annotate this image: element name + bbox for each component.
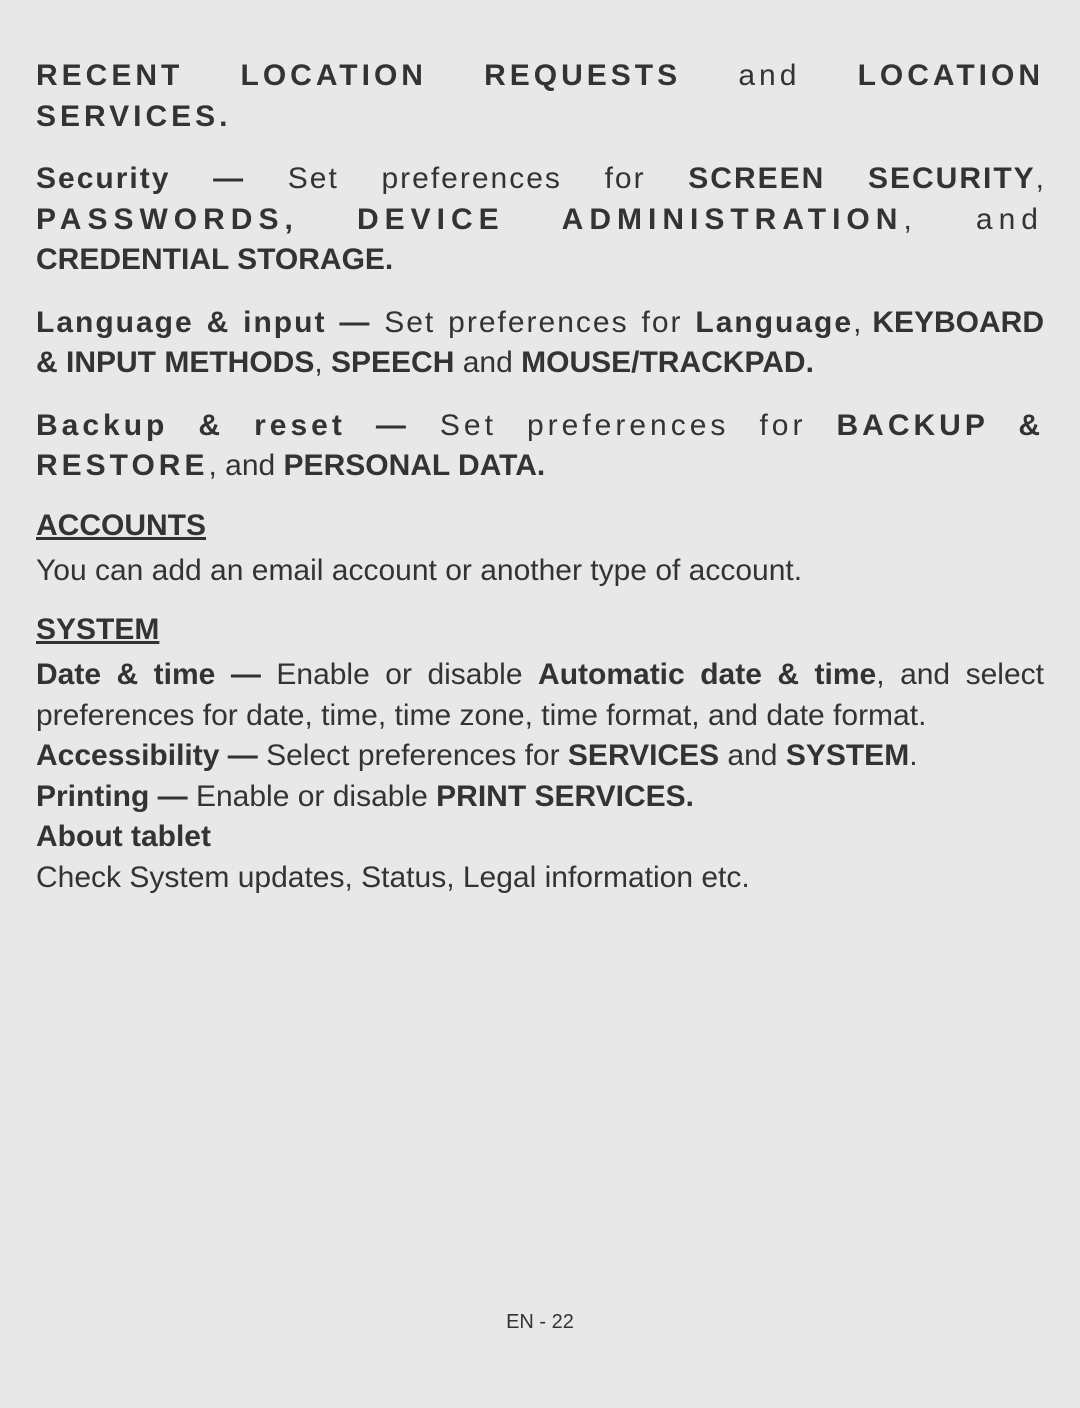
text-speech: SPEECH xyxy=(331,346,454,379)
paragraph-date-time: Date & time — Enable or disable Automati… xyxy=(36,655,1044,736)
page-footer: EN - 22 xyxy=(0,1311,1080,1334)
text-setpref-2: Set preferences for xyxy=(371,306,695,339)
text-and-3: and xyxy=(454,346,521,379)
text-setpref-1: Set preferences for xyxy=(245,162,688,195)
text-screen-security: SCREEN SECURITY xyxy=(688,162,1035,195)
paragraph-about-body: Check System updates, Status, Legal info… xyxy=(36,858,1044,899)
label-date-time: Date & time — xyxy=(36,658,261,691)
paragraph-backup: Backup & reset — Set preferences for BAC… xyxy=(36,406,1044,487)
paragraph-location: RECENT LOCATION REQUESTS and LOCATION SE… xyxy=(36,56,1044,137)
text-enable-1: Enable or disable xyxy=(261,658,538,691)
text-and-5: and xyxy=(719,739,786,772)
text-and-1: and xyxy=(681,59,857,92)
text-auto-date-time: Automatic date & time xyxy=(538,658,876,691)
text-credential-storage: CREDENTIAL STORAGE. xyxy=(36,243,393,276)
paragraph-language: Language & input — Set preferences for L… xyxy=(36,303,1044,384)
text-and-4: , and xyxy=(208,449,283,482)
document-page: RECENT LOCATION REQUESTS and LOCATION SE… xyxy=(0,0,1080,898)
label-security: Security — xyxy=(36,162,245,195)
text-language: Language xyxy=(695,306,853,339)
text-comma-1: , xyxy=(1036,162,1044,195)
text-setpref-3: Set preferences for xyxy=(410,409,837,442)
text-period-1: . xyxy=(909,739,917,772)
text-comma-3: , xyxy=(314,346,331,379)
label-accessibility: Accessibility — xyxy=(36,739,258,772)
text-enable-2: Enable or disable xyxy=(188,780,437,813)
text-personal-data: PERSONAL DATA. xyxy=(284,449,546,482)
paragraph-printing: Printing — Enable or disable PRINT SERVI… xyxy=(36,777,1044,818)
heading-accounts: ACCOUNTS xyxy=(36,509,1044,543)
text-and-2: , and xyxy=(903,203,1044,236)
paragraph-about-tablet: About tablet xyxy=(36,817,1044,858)
label-language-input: Language & input — xyxy=(36,306,371,339)
heading-system: SYSTEM xyxy=(36,613,1044,647)
text-comma-2: , xyxy=(853,306,872,339)
paragraph-accounts-body: You can add an email account or another … xyxy=(36,551,1044,592)
text-system: SYSTEM xyxy=(786,739,909,772)
paragraph-security: Security — Set preferences for SCREEN SE… xyxy=(36,159,1044,281)
label-backup-reset: Backup & reset — xyxy=(36,409,410,442)
text-passwords-admin: PASSWORDS, DEVICE ADMINISTRATION xyxy=(36,203,903,236)
label-about-tablet: About tablet xyxy=(36,820,211,853)
text-select-pref: Select preferences for xyxy=(258,739,568,772)
label-printing: Printing — xyxy=(36,780,188,813)
text-recent-location: RECENT LOCATION REQUESTS xyxy=(36,59,681,92)
text-mouse-trackpad: MOUSE/TRACKPAD. xyxy=(521,346,814,379)
text-print-services: PRINT SERVICES. xyxy=(436,780,694,813)
paragraph-accessibility: Accessibility — Select preferences for S… xyxy=(36,736,1044,777)
text-services: SERVICES xyxy=(568,739,719,772)
